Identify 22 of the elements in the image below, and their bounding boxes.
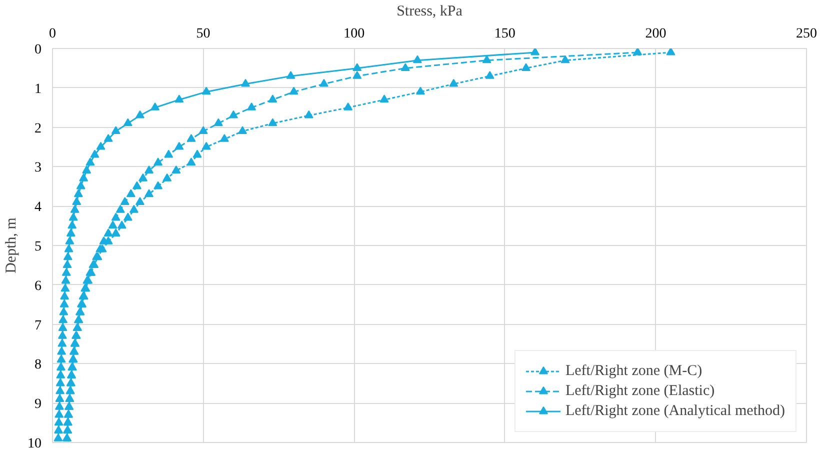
y-tick-label: 2 [34,121,42,136]
y-tick-label: 6 [34,278,42,294]
legend-label: Left/Right zone (Elastic) [565,382,715,400]
legend-label: Left/Right zone (Analytical method) [565,402,785,420]
x-tick-label: 150 [494,26,516,42]
x-axis-title: Stress, kPa [396,4,463,20]
y-tick-label: 7 [34,318,42,334]
y-axis-title: Depth, m [4,217,20,274]
y-tick-label: 10 [28,436,42,452]
y-tick-label: 3 [34,160,42,176]
x-tick-label: 0 [49,26,56,42]
y-tick-label: 8 [34,358,42,373]
y-tick-label: 9 [34,397,42,412]
x-tick-label: 200 [645,26,666,42]
x-tick-label: 50 [196,26,210,42]
y-tick-label: 0 [34,42,42,58]
y-tick-label: 5 [34,240,42,254]
x-tick-label: 100 [344,26,365,42]
x-tick-label: 250 [796,26,817,42]
legend-label: Left/Right zone (M-C) [565,362,702,380]
y-tick-label: 4 [34,200,42,216]
y-tick-label: 1 [34,82,42,97]
